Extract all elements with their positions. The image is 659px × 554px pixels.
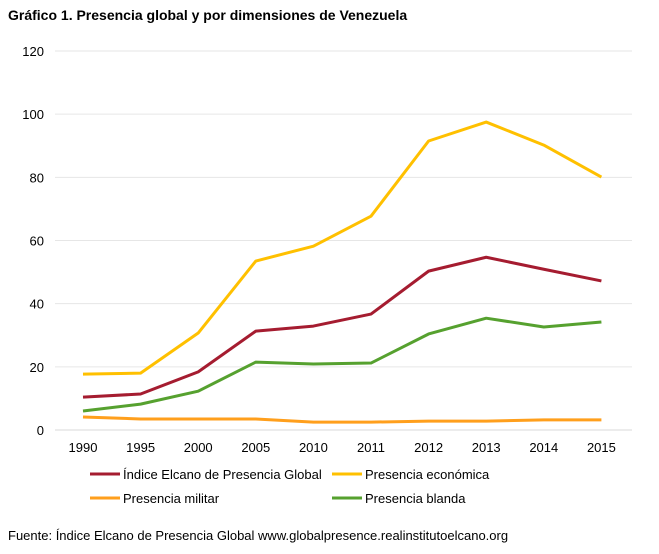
- x-tick-label: 2015: [587, 440, 616, 455]
- y-tick-label: 100: [22, 107, 44, 122]
- chart-title: Gráfico 1. Presencia global y por dimens…: [8, 7, 408, 23]
- series-line-0: [82, 255, 602, 399]
- x-tick-label: 2011: [357, 440, 385, 455]
- x-tick-label: 2005: [241, 440, 270, 455]
- legend-label: Presencia económica: [365, 467, 490, 482]
- x-tick-label: 2014: [529, 440, 558, 455]
- source-note: Fuente: Índice Elcano de Presencia Globa…: [8, 528, 509, 543]
- x-tick-label: 2012: [414, 440, 443, 455]
- y-tick-label: 20: [30, 360, 44, 375]
- series-line-1: [82, 120, 603, 376]
- legend-label: Presencia militar: [123, 491, 220, 506]
- series-line-2: [82, 415, 602, 424]
- y-tick-label: 120: [22, 44, 44, 59]
- x-tick-label: 1990: [69, 440, 98, 455]
- y-tick-label: 0: [37, 423, 44, 438]
- x-tick-label: 2013: [472, 440, 501, 455]
- y-tick-label: 60: [30, 234, 44, 249]
- y-tick-label: 40: [30, 297, 44, 312]
- legend-label: Índice Elcano de Presencia Global: [123, 467, 322, 482]
- legend-label: Presencia blanda: [365, 491, 466, 506]
- x-tick-label: 2000: [184, 440, 213, 455]
- x-tick-label: 1995: [126, 440, 155, 455]
- x-tick-label: 2010: [299, 440, 328, 455]
- y-tick-label: 80: [30, 170, 44, 185]
- series-line-3: [82, 316, 602, 413]
